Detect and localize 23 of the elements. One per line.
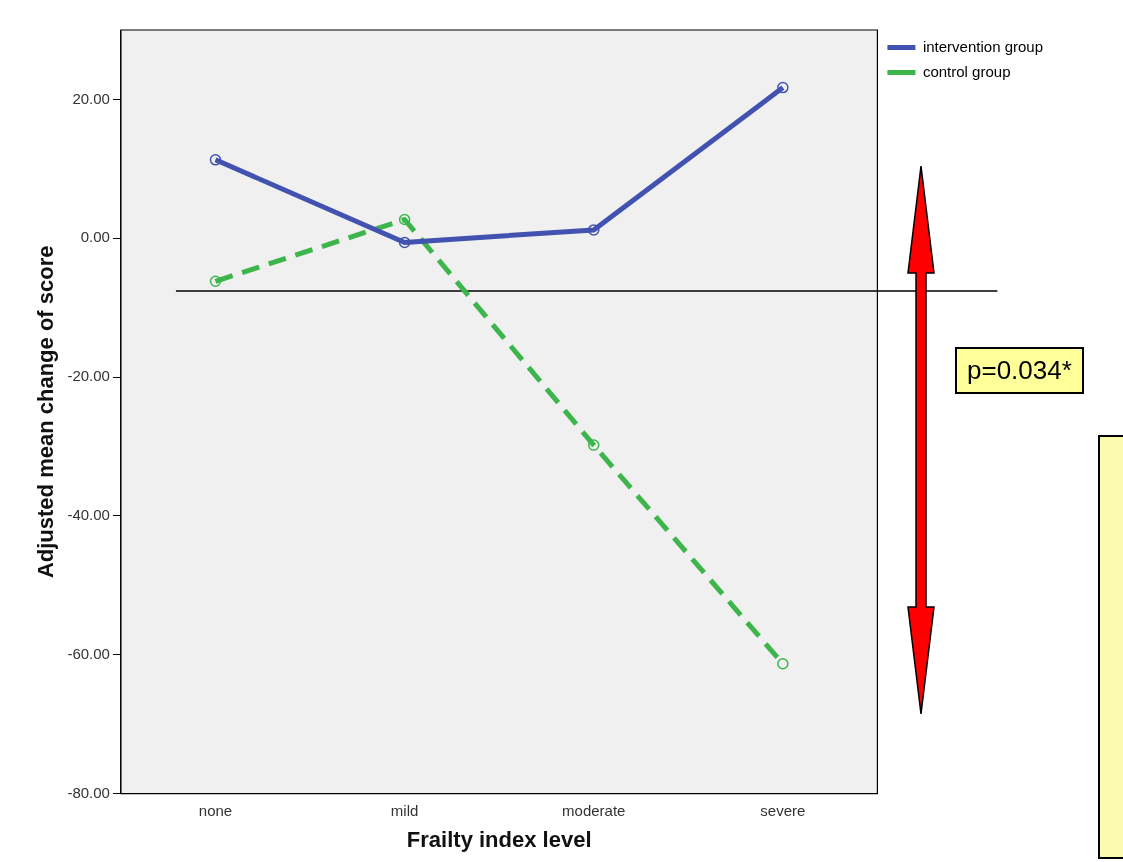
point (209, 154, 222, 166)
x-tick-label: moderate (562, 801, 626, 819)
point (777, 658, 789, 670)
y-tick-label: -80.00 (67, 783, 110, 801)
x-tick-label: severe (760, 801, 806, 819)
legend-label: control group (922, 62, 1011, 80)
y-axis-title: Adjusted mean change of score (33, 245, 59, 579)
y-tick-label: 0.00 (80, 228, 110, 246)
y-tick-label: 20.00 (72, 89, 110, 107)
point (209, 275, 222, 288)
legend-label: intervention group (922, 37, 1044, 55)
point (398, 213, 411, 226)
text: p=0.034* (955, 347, 1084, 394)
y-tick-label: -60.00 (67, 644, 110, 662)
point (777, 81, 789, 94)
y-tick-label: -40.00 (67, 506, 110, 524)
point (398, 236, 411, 249)
x-tick-label: none (198, 801, 233, 819)
y-tick-label: -20.00 (67, 367, 110, 385)
x-tick-label: mild (390, 801, 419, 819)
point (587, 224, 600, 236)
point (587, 439, 600, 451)
x-axis-title: Frailty index level (406, 826, 592, 852)
